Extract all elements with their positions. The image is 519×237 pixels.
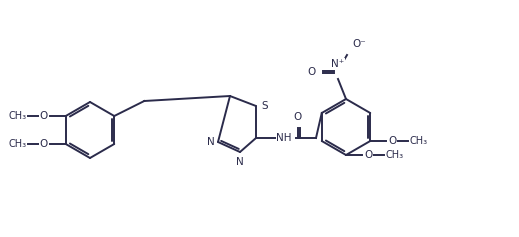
Text: N: N (207, 137, 215, 147)
Text: O⁻: O⁻ (352, 39, 366, 49)
Text: CH₃: CH₃ (385, 150, 403, 160)
Text: O: O (388, 136, 397, 146)
Text: N⁺: N⁺ (331, 59, 345, 69)
Text: O: O (39, 111, 48, 121)
Text: O: O (364, 150, 372, 160)
Text: O: O (308, 67, 316, 77)
Text: O: O (294, 112, 302, 122)
Text: CH₃: CH₃ (9, 111, 27, 121)
Text: N: N (236, 157, 244, 167)
Text: O: O (39, 139, 48, 149)
Text: NH: NH (276, 133, 292, 143)
Text: CH₃: CH₃ (9, 139, 27, 149)
Text: S: S (261, 101, 268, 111)
Text: CH₃: CH₃ (409, 136, 427, 146)
